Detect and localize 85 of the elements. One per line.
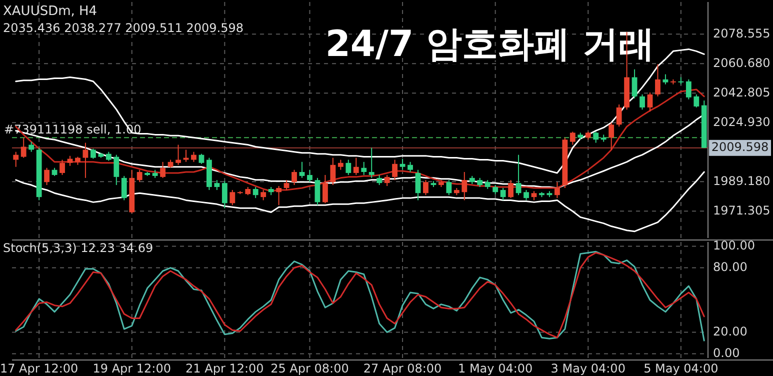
- candlestick: [531, 190, 537, 201]
- annotation: 2035.436 2038.277 2009.511 2009.598: [3, 21, 244, 35]
- candlestick: [662, 74, 668, 85]
- candlestick: [276, 186, 282, 206]
- candlestick: [408, 161, 413, 172]
- chart-subtitle: XAUUSDm, H4: [3, 4, 98, 19]
- candlestick: [222, 180, 228, 209]
- candlestick: [694, 94, 700, 108]
- candlestick: [322, 174, 328, 204]
- y-tick-label: 2024.930: [713, 114, 770, 129]
- candlestick: [500, 187, 506, 201]
- candlestick: [330, 157, 336, 186]
- candlestick: [230, 189, 236, 206]
- y-tick-label: 2060.680: [713, 56, 770, 70]
- x-tick-label: 5 May 04:00: [644, 361, 718, 376]
- x-tick-label: 21 Apr 12:00: [186, 361, 264, 376]
- x-tick-label: 1 May 04:00: [458, 361, 533, 376]
- candlestick: [570, 131, 576, 146]
- candlestick: [593, 131, 599, 144]
- x-tick-label: 19 Apr 12:00: [92, 361, 171, 376]
- candlestick: [20, 137, 26, 158]
- candlestick: [392, 159, 398, 181]
- ref-line-label: 2009.598: [711, 140, 769, 154]
- candlestick: [346, 159, 352, 176]
- candlestick: [516, 154, 522, 196]
- candlestick: [44, 167, 50, 186]
- candlestick: [462, 171, 468, 201]
- y-tick-label: 100.00: [713, 238, 755, 253]
- x-tick-label: 3 May 04:00: [550, 361, 626, 376]
- candlestick: [655, 64, 660, 97]
- candlestick: [82, 142, 88, 178]
- candlestick: [214, 180, 220, 190]
- candlestick: [640, 94, 645, 110]
- candlestick: [136, 169, 142, 183]
- candlestick: [647, 92, 653, 112]
- candlestick: [13, 151, 19, 168]
- y-tick-label: 1971.305: [713, 203, 770, 218]
- candlestick: [524, 189, 529, 201]
- candlestick: [314, 177, 320, 206]
- candlestick: [198, 153, 204, 164]
- candlestick: [191, 151, 196, 162]
- y-tick-label: 80.00: [713, 260, 748, 274]
- candlestick: [400, 158, 406, 170]
- candlestick: [60, 159, 65, 176]
- candlestick: [353, 157, 359, 176]
- candlestick: [67, 155, 73, 166]
- x-tick-label: 17 Apr 12:00: [0, 361, 78, 376]
- candlestick: [90, 148, 96, 160]
- candlestick: [260, 189, 266, 201]
- candlestick: [284, 180, 290, 190]
- candlestick: [477, 177, 483, 188]
- candlestick: [361, 161, 367, 176]
- candlestick: [632, 68, 638, 99]
- candlestick: [252, 186, 258, 199]
- candlestick: [616, 104, 622, 128]
- candlestick: [121, 175, 127, 201]
- candlestick: [415, 169, 421, 201]
- y-tick-label: 2042.805: [713, 85, 770, 100]
- candlestick: [368, 147, 374, 178]
- candlestick: [446, 180, 452, 196]
- candlestick: [554, 182, 560, 199]
- candlestick: [307, 169, 312, 183]
- candlestick: [299, 161, 305, 178]
- x-tick-label: 25 Apr 08:00: [270, 361, 349, 376]
- candlestick: [608, 122, 614, 150]
- x-tick-label: 27 Apr 08:00: [363, 361, 442, 376]
- candlestick: [114, 154, 120, 186]
- y-tick-label: 2078.555: [713, 26, 770, 40]
- y-tick-label: 0.00: [713, 346, 740, 360]
- candlestick: [376, 174, 382, 186]
- line-series: [15, 171, 705, 232]
- candlestick: [183, 149, 189, 162]
- candlestick: [384, 174, 390, 187]
- y-tick-label: 20.00: [713, 324, 748, 339]
- candlestick: [686, 78, 692, 100]
- candlestick: [338, 159, 344, 170]
- candlestick: [423, 180, 428, 196]
- candlestick: [492, 184, 498, 195]
- y-tick-label: 1989.180: [713, 174, 770, 188]
- candlestick: [28, 141, 34, 152]
- candlestick: [176, 144, 181, 166]
- chart-title: Stoch(5,3,3) 12.23 34.69: [3, 241, 154, 255]
- candlestick: [508, 180, 514, 199]
- candlestick: [160, 161, 166, 178]
- candlestick: [292, 169, 297, 186]
